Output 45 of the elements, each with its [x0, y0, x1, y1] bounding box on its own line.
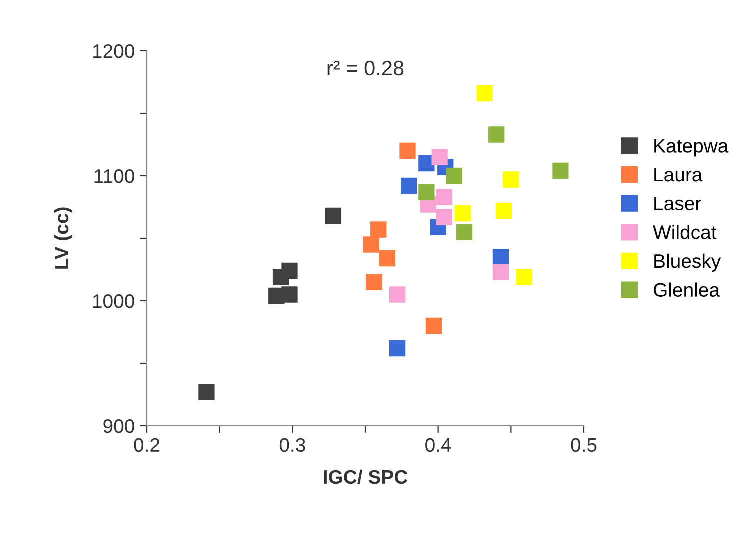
annotation: r² = 0.28 [328, 60, 404, 76]
point [418, 184, 435, 200]
point [492, 249, 510, 266]
legend-label: Wildcat [653, 225, 717, 240]
point [426, 318, 442, 334]
point [496, 202, 512, 220]
x-tick-label: 0.5 [571, 438, 597, 452]
point [516, 269, 532, 286]
point [476, 85, 494, 102]
point [401, 178, 418, 194]
point [432, 149, 448, 166]
x-tick-label: 0.4 [426, 438, 452, 452]
point [400, 142, 416, 160]
y-tick-label: 1100 [94, 169, 134, 184]
point [282, 286, 298, 303]
point [456, 224, 473, 240]
point [389, 340, 406, 357]
x-tick-label: 0.3 [280, 438, 306, 452]
legend-label: Bluesky [654, 254, 722, 272]
y-axis-title: LV (cc) [54, 208, 72, 269]
point [503, 172, 520, 188]
y-tick-label: 900 [104, 419, 134, 434]
point [492, 264, 510, 280]
point [379, 250, 396, 267]
point [363, 236, 380, 253]
point [488, 126, 505, 143]
x-tick-label: 0.2 [134, 438, 160, 452]
point [436, 209, 452, 226]
point [389, 286, 406, 303]
point [272, 269, 290, 286]
y-tick-label: 1200 [93, 44, 134, 58]
x-axis-title: IGC/ SPC [324, 470, 408, 484]
point [370, 222, 387, 238]
point [436, 189, 452, 206]
legend-label: Laser [654, 196, 702, 211]
legend-label: Katepwa [654, 139, 729, 157]
point [325, 208, 342, 224]
point [552, 162, 569, 180]
legend-label: Laura [654, 168, 703, 182]
legend-label: Glenlea [654, 282, 720, 298]
point [446, 168, 462, 184]
point [198, 384, 215, 400]
point [366, 274, 382, 290]
point [455, 205, 472, 222]
y-tick-label: 1000 [93, 294, 134, 308]
